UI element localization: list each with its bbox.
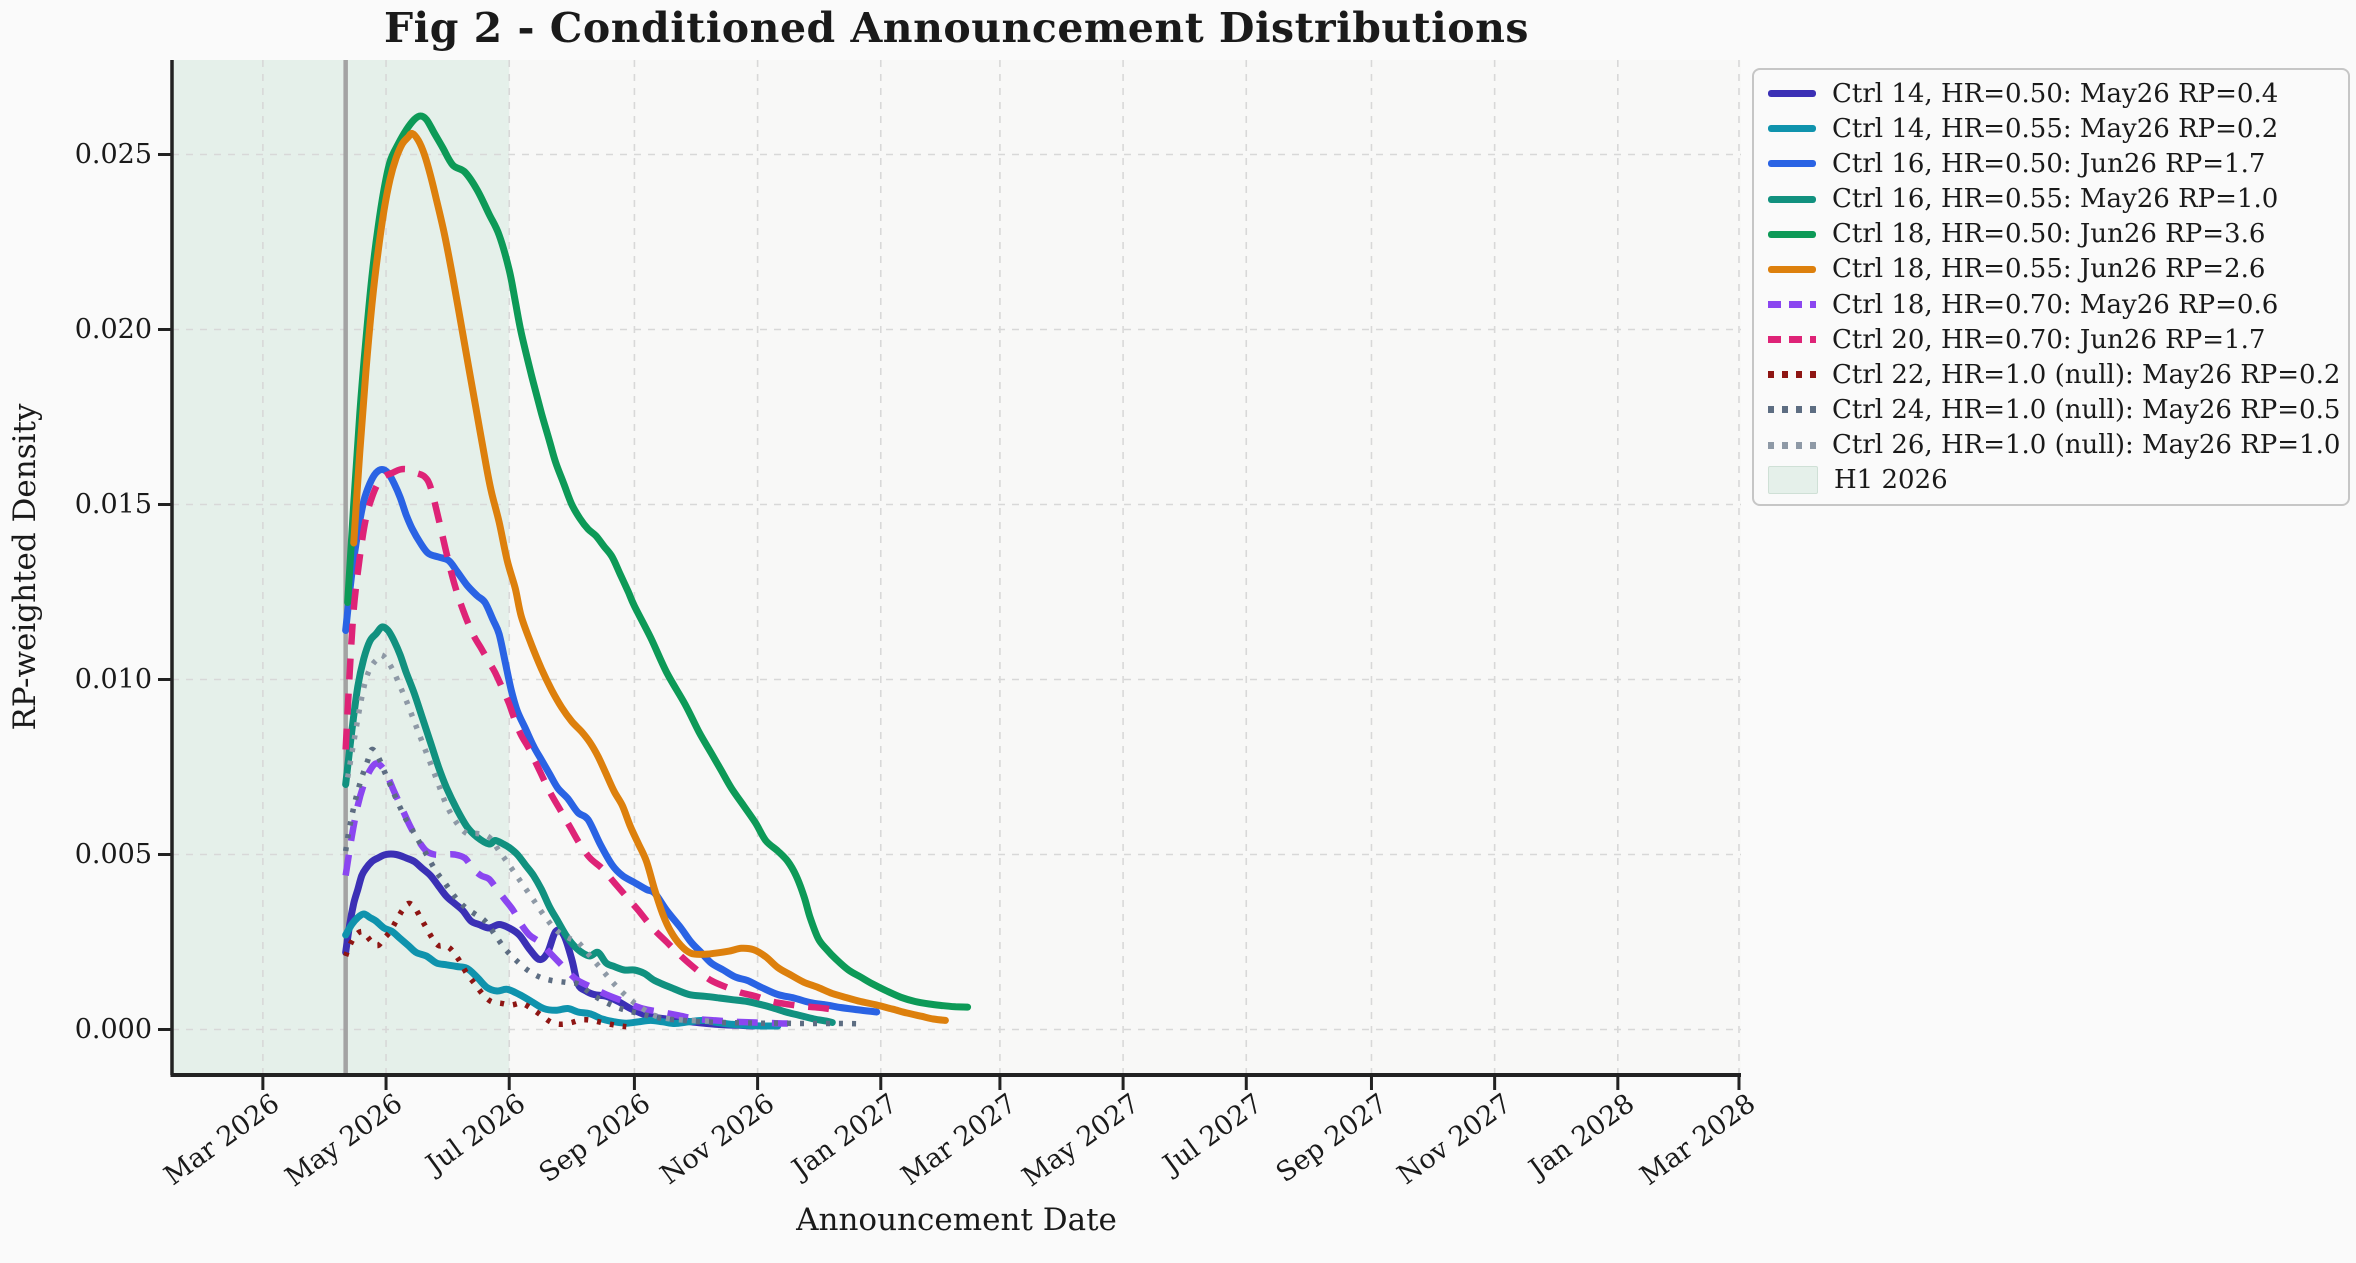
legend-item: Ctrl 18, HR=0.70: May26 RP=0.6 (1768, 288, 2334, 322)
legend-line-swatch (1768, 90, 1816, 98)
legend-item: Ctrl 18, HR=0.50: Jun26 RP=3.6 (1768, 217, 2334, 251)
legend-line-swatch (1768, 265, 1816, 273)
legend-item: Ctrl 14, HR=0.50: May26 RP=0.4 (1768, 77, 2334, 111)
legend-item: Ctrl 24, HR=1.0 (null): May26 RP=0.5 (1768, 393, 2340, 427)
y-tick-label: 0.015 (74, 488, 152, 520)
legend-item-label: Ctrl 26, HR=1.0 (null): May26 RP=1.0 (1832, 430, 2341, 461)
legend-item-label: H1 2026 (1834, 465, 1948, 496)
legend-line-swatch (1768, 125, 1816, 133)
legend-item: Ctrl 14, HR=0.55: May26 RP=0.2 (1768, 112, 2334, 146)
y-tick-label: 0.010 (74, 663, 152, 695)
series-line-4 (344, 112, 972, 1011)
legend-item-label: Ctrl 24, HR=1.0 (null): May26 RP=0.5 (1832, 394, 2341, 425)
legend-item: Ctrl 20, HR=0.70: Jun26 RP=1.7 (1768, 323, 2334, 357)
legend-line-swatch (1768, 371, 1816, 379)
legend-line-swatch (1768, 441, 1816, 449)
legend-item: Ctrl 16, HR=0.55: May26 RP=1.0 (1768, 182, 2334, 216)
h1-2026-span (172, 60, 510, 1075)
legend-item-label: Ctrl 18, HR=0.50: Jun26 RP=3.6 (1832, 219, 2266, 250)
y-tick-label: 0.005 (74, 838, 152, 870)
legend-item-label: Ctrl 14, HR=0.55: May26 RP=0.2 (1832, 113, 2279, 144)
legend-item-label: Ctrl 16, HR=0.50: Jun26 RP=1.7 (1832, 148, 2266, 179)
series-line-1 (342, 910, 782, 1030)
legend-item-label: Ctrl 14, HR=0.50: May26 RP=0.4 (1832, 78, 2279, 109)
legend-item-label: Ctrl 18, HR=0.55: Jun26 RP=2.6 (1832, 254, 2266, 285)
legend-item-label: Ctrl 18, HR=0.70: May26 RP=0.6 (1832, 289, 2279, 320)
legend-line-swatch (1768, 230, 1816, 238)
series-line-8 (343, 900, 627, 1030)
series-line-9 (342, 746, 865, 1027)
legend-item: H1 2026 (1768, 463, 2334, 497)
legend-line-swatch (1768, 160, 1816, 168)
legend-item: Ctrl 18, HR=0.55: Jun26 RP=2.6 (1768, 252, 2334, 286)
y-tick-label: 0.020 (74, 313, 152, 345)
legend-item-label: Ctrl 16, HR=0.55: May26 RP=1.0 (1832, 184, 2279, 215)
series-line-2 (342, 466, 881, 1016)
series-line-3 (342, 623, 836, 1026)
legend-item-label: Ctrl 20, HR=0.70: Jun26 RP=1.7 (1832, 324, 2266, 355)
legend-line-swatch (1768, 406, 1816, 414)
y-tick-label: 0.000 (74, 1013, 152, 1045)
series-line-7 (342, 465, 842, 1015)
y-axis-label: RP-weighted Density (7, 403, 43, 731)
series-line-10 (344, 652, 710, 1024)
y-tick-label: 0.025 (74, 138, 152, 170)
series-line-5 (350, 129, 949, 1024)
legend-item: Ctrl 16, HR=0.50: Jun26 RP=1.7 (1768, 147, 2334, 181)
chart-title: Fig 2 - Conditioned Announcement Distrib… (384, 4, 1529, 52)
legend-patch-swatch (1768, 466, 1818, 495)
x-axis-label: Announcement Date (796, 1202, 1117, 1238)
legend-item-label: Ctrl 22, HR=1.0 (null): May26 RP=0.2 (1832, 359, 2341, 390)
legend-item: Ctrl 22, HR=1.0 (null): May26 RP=0.2 (1768, 358, 2340, 392)
legend: Ctrl 14, HR=0.50: May26 RP=0.4 Ctrl 14, H… (1752, 68, 2350, 506)
legend-item: Ctrl 26, HR=1.0 (null): May26 RP=1.0 (1768, 428, 2340, 462)
legend-line-swatch (1768, 336, 1816, 344)
legend-line-swatch (1768, 301, 1816, 309)
legend-line-swatch (1768, 195, 1816, 203)
